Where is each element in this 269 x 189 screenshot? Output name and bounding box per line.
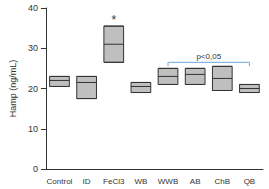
- svg-text:Control: Control: [47, 177, 73, 186]
- svg-text:AB: AB: [190, 177, 201, 186]
- svg-text:Hamp (ng/mL): Hamp (ng/mL): [8, 60, 18, 118]
- svg-text:20: 20: [28, 84, 38, 94]
- svg-text:p<0,05: p<0,05: [196, 52, 221, 61]
- svg-text:30: 30: [28, 43, 38, 53]
- svg-text:ID: ID: [83, 177, 91, 186]
- svg-text:40: 40: [28, 3, 38, 13]
- svg-text:*: *: [111, 13, 116, 27]
- svg-text:ChB: ChB: [215, 177, 231, 186]
- svg-text:WWB: WWB: [158, 177, 178, 186]
- svg-text:WB: WB: [134, 177, 147, 186]
- svg-text:0: 0: [33, 164, 38, 174]
- svg-text:10: 10: [28, 124, 38, 134]
- svg-text:QB: QB: [244, 177, 256, 186]
- svg-text:FeCl3: FeCl3: [103, 177, 125, 186]
